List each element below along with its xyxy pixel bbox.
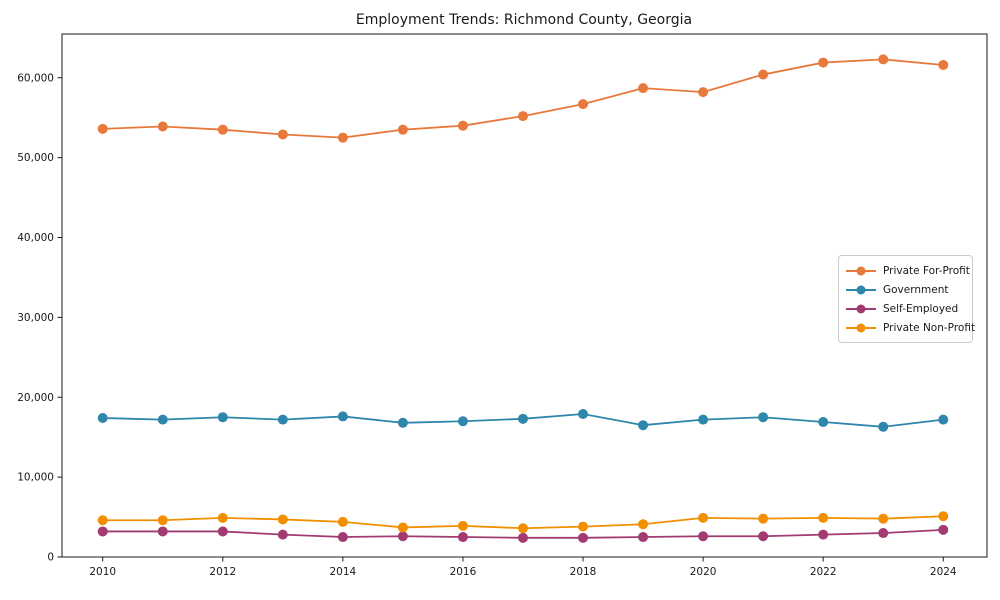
data-point-marker	[457, 120, 468, 131]
data-point-marker	[337, 411, 348, 422]
data-point-marker	[938, 414, 949, 425]
data-point-marker	[157, 526, 168, 537]
data-point-marker	[698, 414, 709, 425]
data-point-marker	[157, 414, 168, 425]
data-point-marker	[277, 414, 288, 425]
data-point-marker	[457, 416, 468, 427]
data-point-marker	[878, 421, 889, 432]
data-point-marker	[157, 121, 168, 132]
data-point-marker	[97, 123, 108, 134]
data-point-marker	[277, 129, 288, 140]
data-point-marker	[698, 87, 709, 98]
legend: Private For-Profit Government Self-Emplo…	[838, 255, 975, 343]
data-point-marker	[217, 412, 228, 423]
x-tick-label: 2018	[570, 566, 597, 578]
data-point-marker	[638, 420, 649, 431]
series-line	[102, 58, 944, 139]
data-point-marker	[878, 528, 889, 539]
data-point-marker	[517, 111, 528, 122]
data-point-marker	[938, 524, 949, 535]
data-point-marker	[217, 124, 228, 135]
x-tick-label: 2014	[329, 566, 356, 578]
data-point-marker	[517, 532, 528, 543]
legend-item-government: Government	[846, 280, 965, 299]
x-tick-label: 2012	[209, 566, 236, 578]
data-point-marker	[758, 69, 769, 80]
x-tick-label: 2010	[89, 566, 116, 578]
data-point-marker	[397, 124, 408, 135]
data-point-marker	[758, 412, 769, 423]
y-tick-label: 20,000	[17, 392, 54, 404]
line-marker-icon	[846, 285, 876, 295]
legend-label-private-non-profit: Private Non-Profit	[883, 321, 976, 334]
x-tick-label: 2016	[450, 566, 477, 578]
data-point-marker	[337, 516, 348, 527]
data-point-marker	[878, 54, 889, 65]
data-point-marker	[217, 512, 228, 523]
legend-item-private-for-profit: Private For-Profit	[846, 261, 970, 280]
line-marker-icon	[846, 304, 876, 314]
chart-title: Employment Trends: Richmond County, Geor…	[355, 12, 693, 28]
data-point-marker	[638, 83, 649, 94]
legend-label-private-for-profit: Private For-Profit	[883, 264, 970, 277]
legend-item-self-employed: Self-Employed	[846, 299, 965, 318]
data-point-marker	[97, 515, 108, 526]
data-point-marker	[638, 532, 649, 543]
y-tick-label: 0	[47, 552, 54, 564]
data-point-marker	[217, 526, 228, 537]
data-point-marker	[698, 512, 709, 523]
legend-label-government: Government	[883, 283, 949, 296]
data-point-marker	[818, 57, 829, 68]
y-tick-label: 10,000	[17, 472, 54, 484]
data-point-marker	[97, 526, 108, 537]
data-point-marker	[337, 532, 348, 543]
data-point-marker	[457, 532, 468, 543]
x-tick-label: 2024	[930, 566, 957, 578]
data-point-marker	[758, 513, 769, 524]
data-point-marker	[578, 532, 589, 543]
data-point-marker	[758, 531, 769, 542]
data-point-marker	[277, 514, 288, 525]
data-point-marker	[578, 409, 589, 420]
legend-label-self-employed: Self-Employed	[883, 302, 959, 315]
y-tick-label: 50,000	[17, 152, 54, 164]
line-marker-icon	[846, 323, 876, 333]
data-point-marker	[277, 529, 288, 540]
data-point-marker	[337, 132, 348, 143]
data-point-marker	[638, 519, 649, 530]
data-point-marker	[818, 512, 829, 523]
data-point-marker	[397, 531, 408, 542]
data-point-marker	[397, 522, 408, 533]
data-point-marker	[517, 523, 528, 534]
data-point-marker	[878, 513, 889, 524]
legend-item-private-non-profit: Private Non-Profit	[846, 318, 975, 337]
data-point-marker	[818, 417, 829, 428]
data-point-marker	[938, 511, 949, 522]
data-point-marker	[938, 59, 949, 70]
data-point-marker	[457, 520, 468, 531]
data-point-marker	[578, 99, 589, 110]
data-point-marker	[157, 515, 168, 526]
line-marker-icon	[846, 266, 876, 276]
data-point-marker	[578, 521, 589, 532]
data-point-marker	[397, 417, 408, 428]
data-point-marker	[698, 531, 709, 542]
x-tick-label: 2020	[690, 566, 717, 578]
data-point-marker	[818, 529, 829, 540]
y-tick-label: 40,000	[17, 232, 54, 244]
x-tick-label: 2022	[810, 566, 837, 578]
y-tick-label: 60,000	[17, 72, 54, 84]
data-point-marker	[97, 413, 108, 424]
data-point-marker	[517, 413, 528, 424]
y-tick-label: 30,000	[17, 312, 54, 324]
